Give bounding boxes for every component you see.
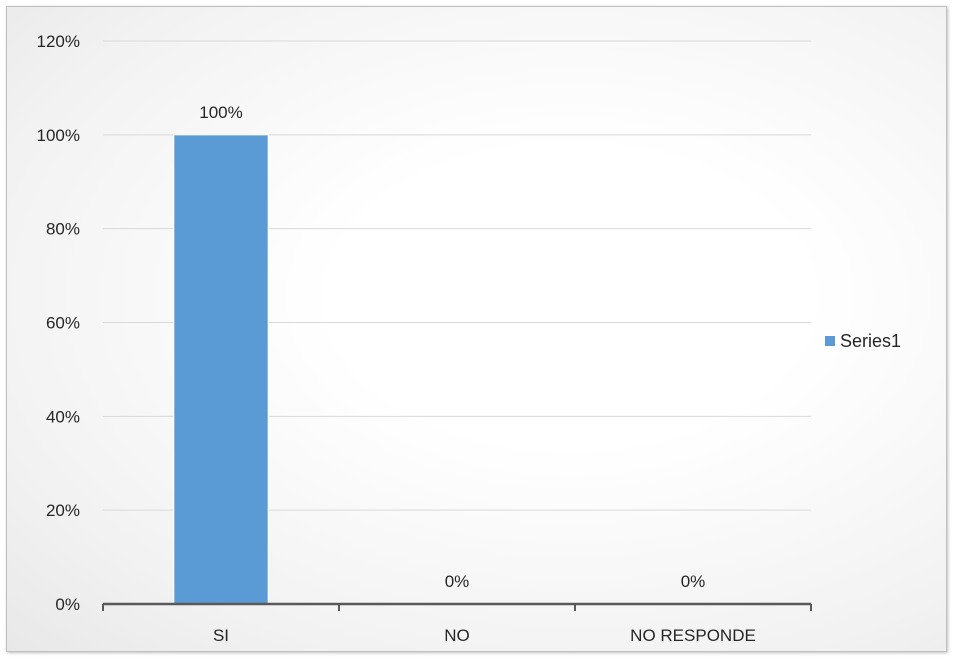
x-tick-label: NO RESPONDE — [630, 626, 756, 645]
data-labels: 100% 0% 0% — [199, 103, 705, 591]
y-tick-label: 0% — [55, 595, 80, 614]
y-tick-label: 40% — [46, 407, 80, 426]
legend-swatch — [825, 336, 835, 346]
bars — [173, 134, 269, 605]
y-tick-label: 80% — [46, 220, 80, 239]
x-axis — [102, 602, 812, 611]
y-tick-label: 20% — [46, 501, 80, 520]
x-tick-label: SI — [213, 626, 229, 645]
x-tick-label: NO — [444, 626, 470, 645]
legend-label: Series1 — [840, 331, 901, 351]
data-label: 100% — [199, 103, 242, 122]
y-tick-label: 100% — [37, 126, 80, 145]
data-label: 0% — [681, 572, 706, 591]
bar-si — [173, 134, 269, 605]
data-label: 0% — [445, 572, 470, 591]
chart-frame — [6, 6, 947, 652]
legend: Series1 — [825, 331, 901, 351]
y-tick-label: 120% — [37, 32, 80, 51]
y-tick-label: 60% — [46, 314, 80, 333]
x-axis-labels: SI NO NO RESPONDE — [213, 626, 756, 645]
y-axis-ticks: 0% 20% 40% 60% 80% 100% 120% — [37, 32, 80, 614]
